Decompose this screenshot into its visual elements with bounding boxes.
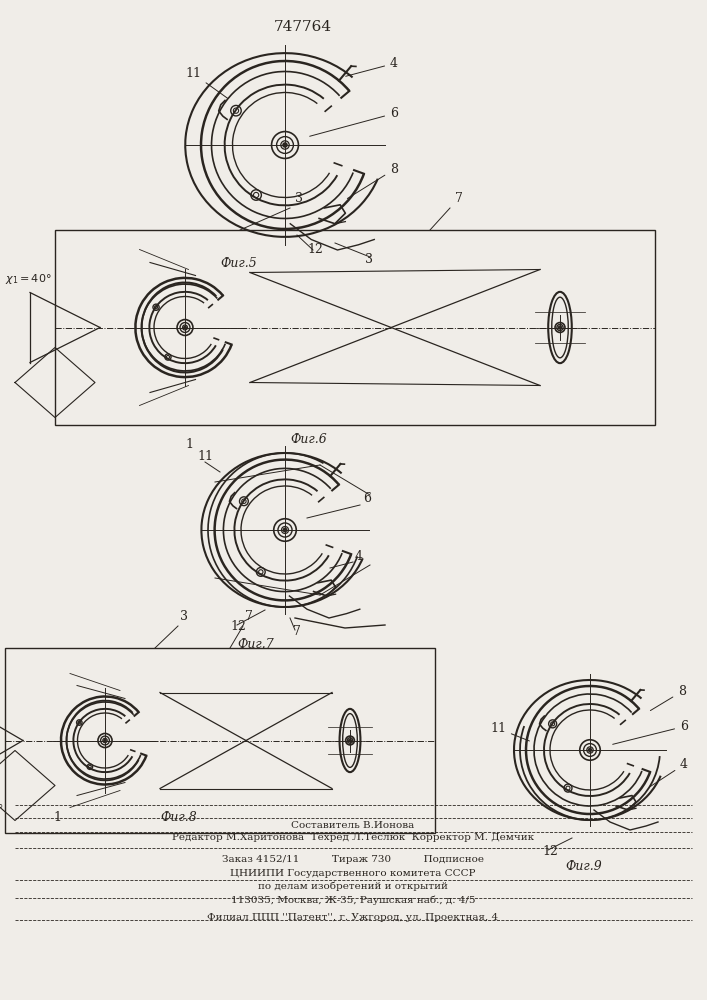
Bar [55,230,655,425]
Text: 3: 3 [180,610,188,623]
Text: 11: 11 [490,722,530,741]
Text: $\beta_1>40°$: $\beta_1>40°$ [0,802,4,816]
Text: 1: 1 [185,438,193,451]
Text: Составитель В.Ионова: Составитель В.Ионова [291,820,414,830]
Text: 113035, Москва, Ж-35, Раушская наб., д. 4/5: 113035, Москва, Ж-35, Раушская наб., д. … [230,895,475,905]
Text: 4: 4 [650,758,688,786]
Text: Фиг.9: Фиг.9 [565,860,602,873]
Text: 4: 4 [346,57,398,76]
Circle shape [559,327,561,328]
Text: 6: 6 [613,720,688,744]
Text: Фиг.7: Фиг.7 [237,638,274,651]
Circle shape [588,748,592,752]
Text: 8: 8 [650,685,686,711]
Bar [5,648,435,833]
Text: Фиг.6: Фиг.6 [290,433,327,446]
Text: 3: 3 [365,253,373,266]
Text: 12: 12 [307,243,323,256]
Text: 12: 12 [230,620,246,633]
Text: 11: 11 [197,450,213,463]
Text: 12: 12 [542,845,558,858]
Text: по делам изобретений и открытий: по делам изобретений и открытий [258,881,448,891]
Text: 747764: 747764 [274,20,332,34]
Text: 4: 4 [355,550,363,563]
Text: 7: 7 [245,610,253,623]
Circle shape [284,528,287,532]
Text: 8: 8 [347,163,398,199]
Text: Заказ 4152/11          Тираж 730          Подписное: Заказ 4152/11 Тираж 730 Подписное [222,856,484,864]
Text: 7: 7 [293,625,301,638]
Text: 1: 1 [53,811,61,824]
Circle shape [104,739,106,742]
Text: 6: 6 [363,492,371,505]
Text: Фиг.8: Фиг.8 [160,811,197,824]
Circle shape [184,326,186,329]
Text: $\chi_1=40°$: $\chi_1=40°$ [5,272,52,286]
Circle shape [349,740,351,741]
Text: 3: 3 [295,192,303,205]
Text: Фиг.5: Фиг.5 [220,257,257,270]
Text: ЦНИИПИ Государственного комитета СССР: ЦНИИПИ Государственного комитета СССР [230,868,476,878]
Text: Филиал ППП ''Патент'', г. Ужгород, ул. Проектная, 4: Филиал ППП ''Патент'', г. Ужгород, ул. П… [207,914,498,922]
Text: 6: 6 [310,107,398,136]
Circle shape [283,143,287,147]
Text: 11: 11 [185,67,228,98]
Text: 7: 7 [455,192,463,205]
Text: Редактор М.Харитонова  Техред Л.Теслюк  Корректор М. Демчик: Редактор М.Харитонова Техред Л.Теслюк Ко… [172,832,534,842]
